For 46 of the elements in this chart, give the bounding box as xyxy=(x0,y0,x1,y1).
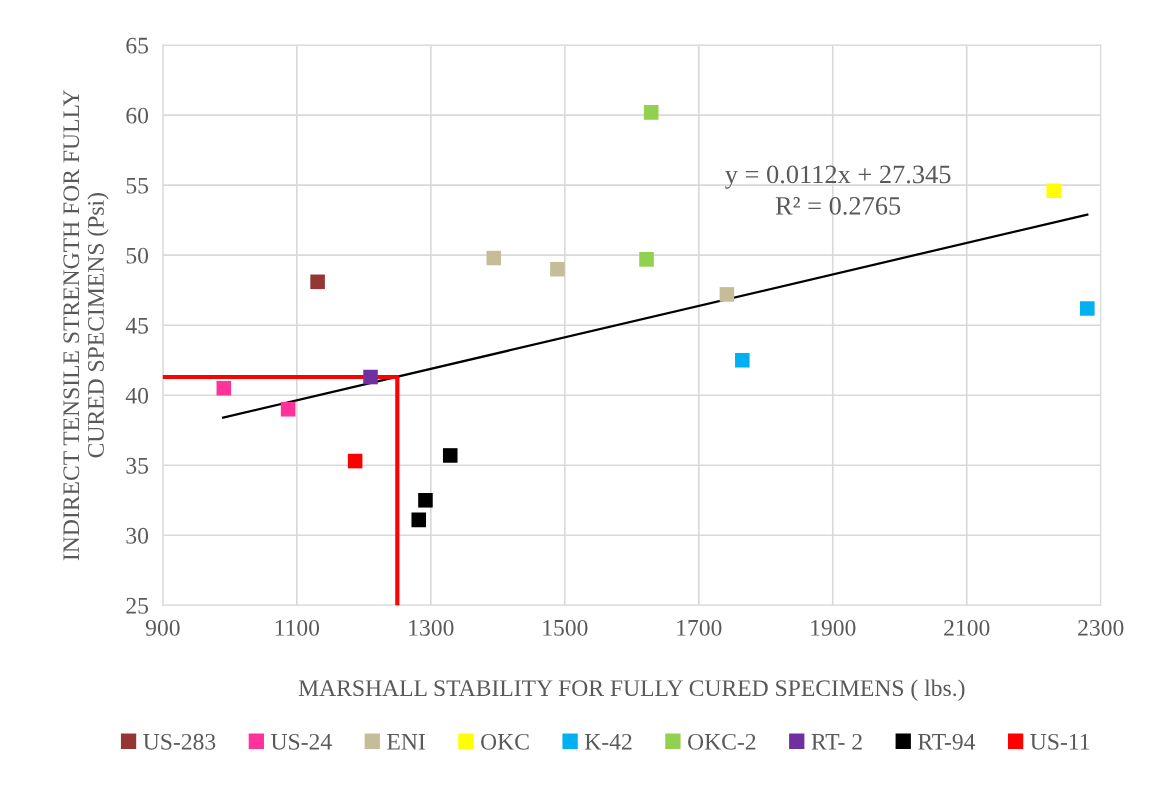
point xyxy=(735,352,750,368)
legend-label: US-283 xyxy=(143,733,216,750)
y-tick-label: 55 xyxy=(126,177,149,194)
point xyxy=(363,369,378,385)
point xyxy=(280,401,296,417)
legend-label: RT- 2 xyxy=(811,733,862,750)
point xyxy=(1080,301,1095,316)
point xyxy=(719,287,735,302)
y-tick-label: 50 xyxy=(126,247,149,264)
point xyxy=(1046,183,1062,199)
point xyxy=(418,492,433,508)
point xyxy=(411,512,427,528)
y-tick-label: 40 xyxy=(125,387,149,404)
legend-label: ENI xyxy=(387,734,425,750)
point xyxy=(486,250,502,266)
legend-label: OKC xyxy=(481,733,529,750)
annotation: y = 0.0112x + 27.345 xyxy=(725,165,951,189)
x-tick-label: 1300 xyxy=(409,619,454,636)
legend-label: RT-94 xyxy=(918,733,976,750)
point xyxy=(310,274,325,290)
x-tick-label: 900 xyxy=(145,619,180,636)
y-tick-label: 45 xyxy=(125,317,149,334)
y-tick-label: 25 xyxy=(126,597,149,614)
legend-label: US-11 xyxy=(1030,733,1090,750)
x-tick-label: 2300 xyxy=(1078,619,1124,636)
x-tick-label: 1500 xyxy=(543,619,588,636)
y-tick-label: 65 xyxy=(126,37,149,54)
point xyxy=(643,105,659,120)
legend-label: OKC-2 xyxy=(688,733,756,750)
y-tick-label: 60 xyxy=(126,107,149,124)
x-tick-label: 1900 xyxy=(811,619,856,636)
y-axis-title: INDIRECT TENSILE STRENGTH FOR FULLY CURED SPECIMENS (Psi) xyxy=(63,89,109,561)
y-tick-label: 30 xyxy=(126,527,149,544)
point xyxy=(216,380,232,396)
legend-label: K-42 xyxy=(584,733,632,750)
point xyxy=(639,252,654,267)
annotation: R² = 0.2765 xyxy=(775,196,901,215)
x-tick-label: 1100 xyxy=(275,619,320,636)
legend-label: US-24 xyxy=(270,733,332,750)
x-tick-label: 2100 xyxy=(944,619,990,636)
x-axis-title: MARSHALL STABILITY FOR FULLY CURED SPECIMENS ( lbs.) xyxy=(298,679,965,701)
point xyxy=(550,261,565,277)
x-tick-label: 1700 xyxy=(677,619,722,636)
y-tick-label: 35 xyxy=(126,457,149,474)
point xyxy=(442,448,458,463)
point xyxy=(347,453,363,469)
